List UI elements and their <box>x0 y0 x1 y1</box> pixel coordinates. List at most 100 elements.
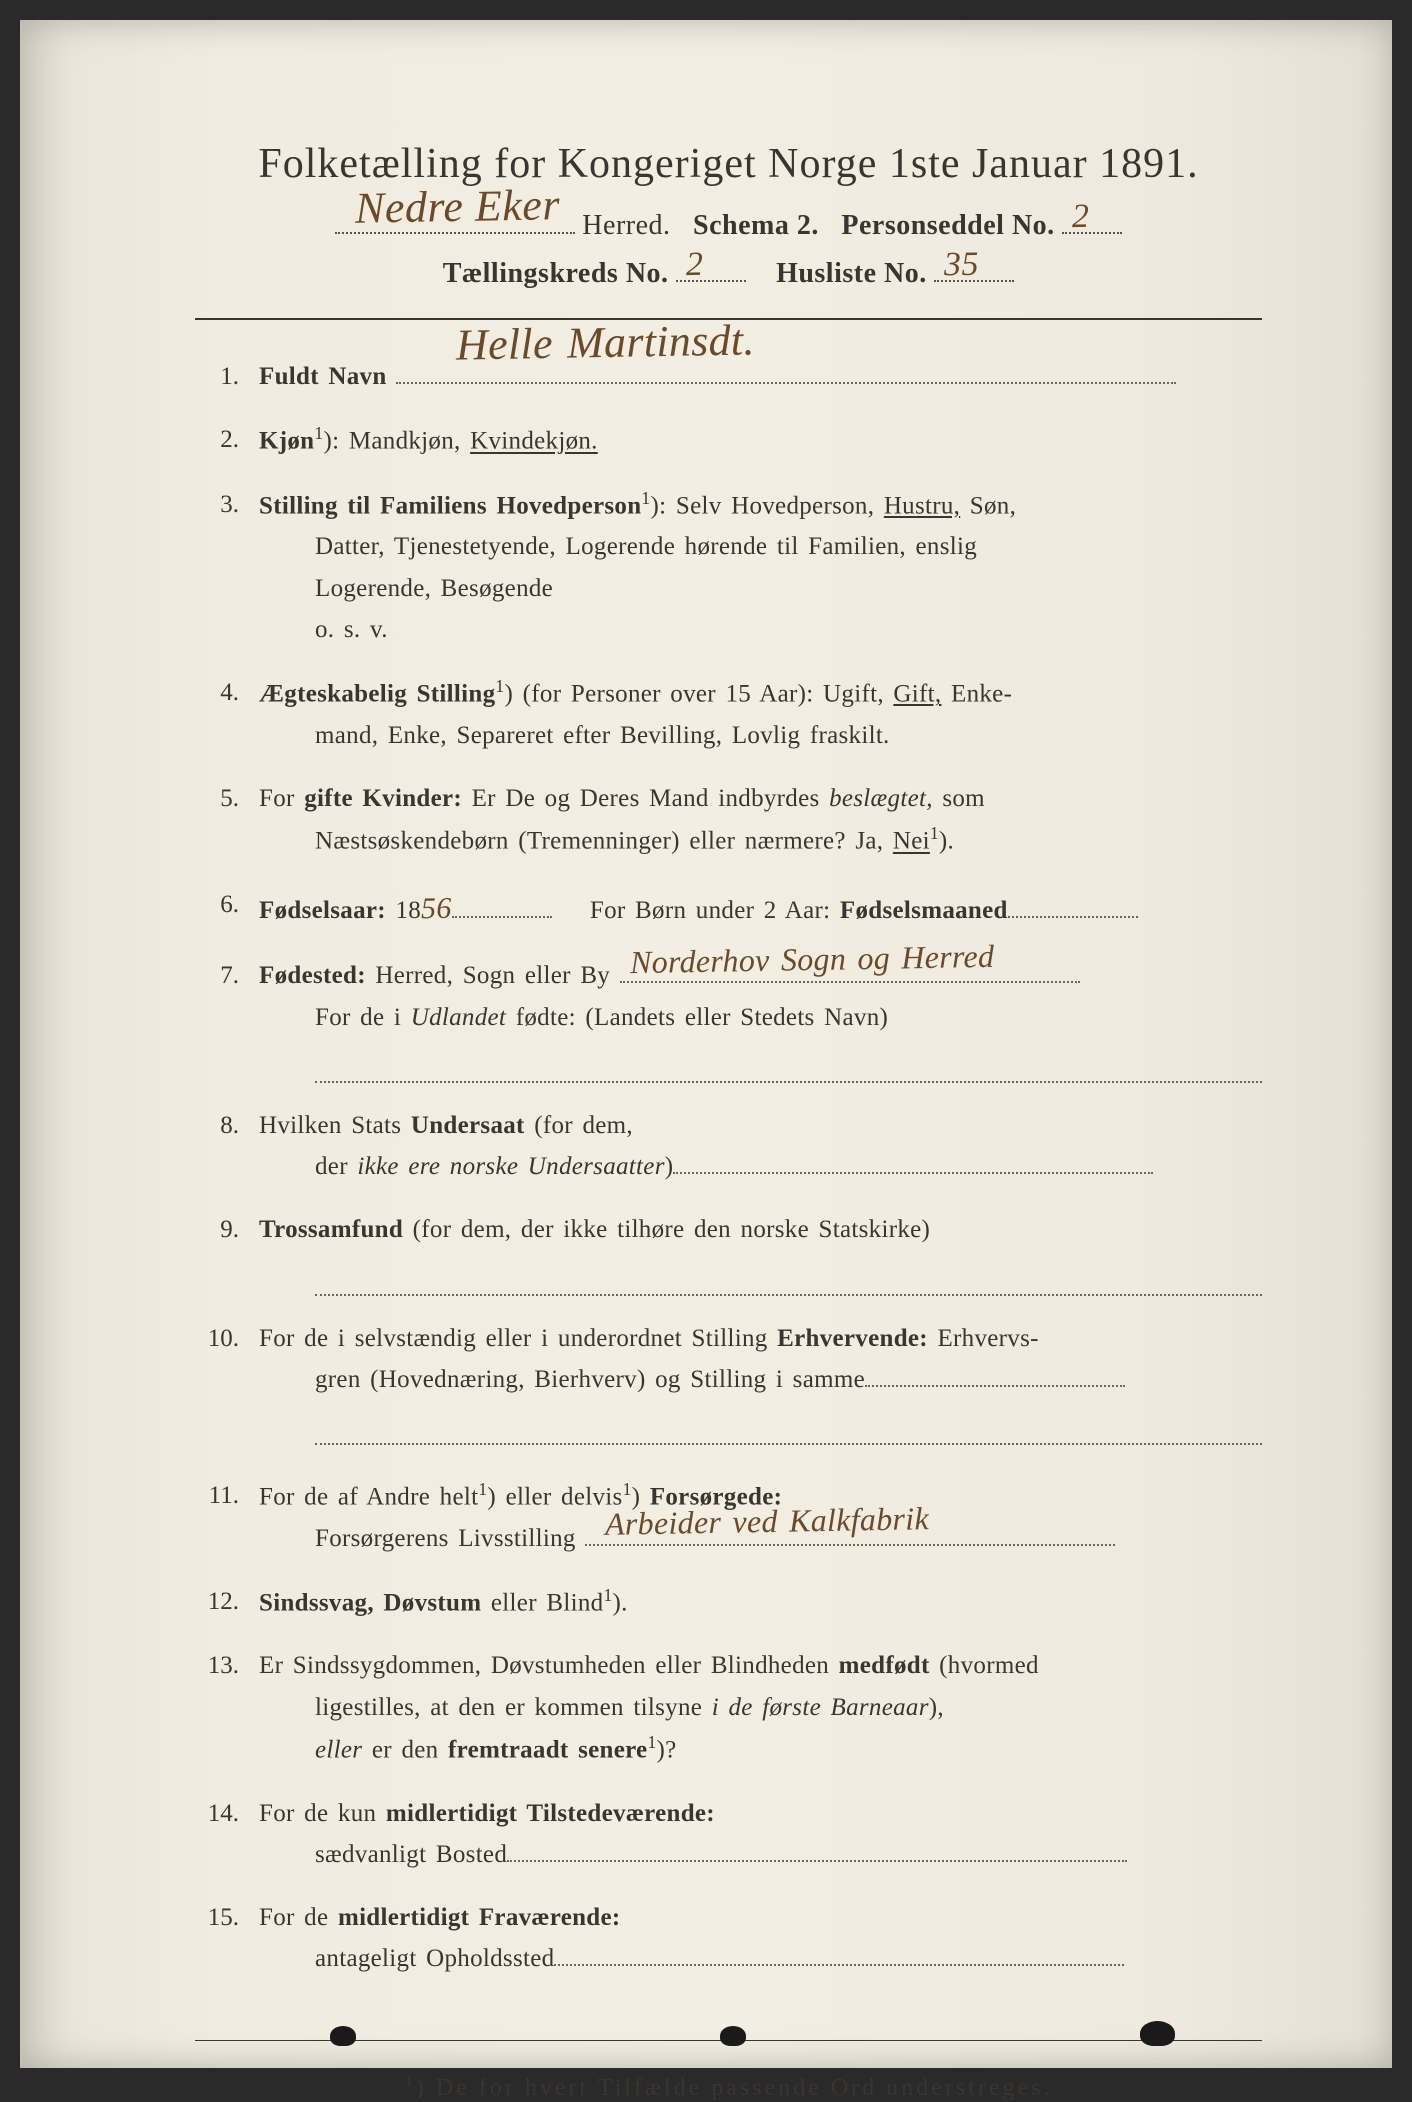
schema-label: Schema 2. <box>693 210 819 241</box>
line2: mand, Enke, Separeret efter Bevilling, L… <box>259 715 1262 756</box>
label: Fuldt Navn <box>259 363 387 390</box>
row-11: 11. For de af Andre helt1) eller delvis1… <box>203 1475 1262 1559</box>
label: Ægteskabelig Stilling <box>259 680 495 707</box>
line2: antageligt Opholdssted <box>259 1938 1262 1979</box>
subject-field <box>673 1149 1153 1174</box>
person-no-field: 2 <box>1062 206 1122 234</box>
kreds-label: Tællingskreds No. <box>443 258 669 289</box>
row-num: 4. <box>203 672 259 713</box>
row-num: 10. <box>203 1318 259 1359</box>
herred-field: Nedre Eker <box>335 206 575 234</box>
row-5: 5. For gifte Kvinder: Er De og Deres Man… <box>203 778 1262 862</box>
label: Stilling til Familiens Hovedperson <box>259 492 641 519</box>
label: Kjøn <box>259 428 314 455</box>
row-12: 12. Sindssvag, Døvstum eller Blind1). <box>203 1581 1262 1624</box>
row-13: 13. Er Sindssygdommen, Døvstumheden elle… <box>203 1645 1262 1770</box>
residence-field <box>507 1837 1127 1862</box>
bold-a: Erhvervende: <box>777 1325 928 1352</box>
husliste-no-field: 35 <box>934 254 1014 282</box>
occupation-field-1 <box>865 1362 1125 1387</box>
bold-a: gifte Kvinder: <box>304 785 462 812</box>
line2: ligestilles, at den er kommen tilsyne i … <box>259 1687 1262 1728</box>
row-14: 14. For de kun midlertidigt Tilstedevære… <box>203 1793 1262 1876</box>
name-value: Helle Martinsdt. <box>456 305 756 383</box>
line2: gren (Hovednæring, Bierhverv) og Stillin… <box>259 1359 1262 1400</box>
census-form-page: Folketælling for Kongeriget Norge 1ste J… <box>20 20 1392 2068</box>
line2-a: For de i <box>315 1004 411 1031</box>
text-b: (hvormed <box>930 1652 1039 1679</box>
name-field: Helle Martinsdt. <box>396 359 1176 384</box>
binding-hole <box>330 2026 356 2046</box>
footnote-sup: 1 <box>405 2071 416 2090</box>
row-num: 5. <box>203 778 259 819</box>
text-c: som <box>933 785 985 812</box>
row-num: 14. <box>203 1793 259 1834</box>
row-content: Kjøn1): Mandkjøn, Kvindekjøn. <box>259 419 1262 462</box>
row-content: Fødselsaar: 1856 For Børn under 2 Aar: F… <box>259 884 1262 934</box>
footnote-text: ) De for hvert Tilfælde passende Ord und… <box>416 2075 1053 2101</box>
bold-a: Sindssvag, Døvstum <box>259 1589 481 1616</box>
line2: Datter, Tjenestetyende, Logerende hørend… <box>259 526 1262 567</box>
row-num: 13. <box>203 1645 259 1686</box>
line2-text: Forsørgerens Livsstilling <box>315 1525 576 1552</box>
row-content: Fødested: Herred, Sogn eller By Norderho… <box>259 955 1262 1083</box>
text-b: ) eller delvis <box>487 1483 622 1510</box>
text-a: eller Blind <box>481 1589 603 1616</box>
row-content: For de kun midlertidigt Tilstedeværende:… <box>259 1793 1262 1876</box>
line2-b: ). <box>939 828 954 855</box>
text-a: For de i selvstændig eller i underordnet… <box>259 1325 777 1352</box>
row-num: 15. <box>203 1897 259 1938</box>
line2-text: antageligt Opholdssted <box>315 1945 554 1972</box>
row-num: 6. <box>203 884 259 925</box>
row-content: Ægteskabelig Stilling1) (for Personer ov… <box>259 672 1262 756</box>
kreds-no-value: 2 <box>686 246 704 284</box>
row-content: Hvilken Stats Undersaat (for dem, der ik… <box>259 1105 1262 1188</box>
bold-a: midlertidigt Fraværende: <box>338 1904 621 1931</box>
row-num: 11. <box>203 1475 259 1516</box>
row-3: 3. Stilling til Familiens Hovedperson1):… <box>203 484 1262 650</box>
year-dots <box>452 893 552 918</box>
row-content: Er Sindssygdommen, Døvstumheden eller Bl… <box>259 1645 1262 1770</box>
person-label: Personseddel No. <box>841 210 1054 241</box>
ital-a: beslægtet, <box>829 785 933 812</box>
line2-a: Næstsøskendebørn (Tremenninger) eller næ… <box>315 828 893 855</box>
birthplace-field: Norderhov Sogn og Herred <box>620 958 1080 983</box>
line2: For de i Udlandet fødte: (Landets eller … <box>259 997 1262 1038</box>
husliste-no-value: 35 <box>944 246 980 285</box>
line2: Forsørgerens Livsstilling Arbeider ved K… <box>259 1518 1262 1559</box>
underlined: Gift, <box>893 680 941 707</box>
line2: der ikke ere norske Undersaatter) <box>259 1146 1262 1187</box>
line3-b: er den <box>362 1736 448 1763</box>
sup: 1 <box>930 823 939 843</box>
bold-a: midlertidigt Tilstedeværende: <box>386 1800 715 1827</box>
line2-a: ligestilles, at den er kommen tilsyne <box>315 1694 712 1721</box>
row-num: 3. <box>203 484 259 525</box>
line2-b: ) <box>665 1153 674 1180</box>
row-content: Trossamfund (for dem, der ikke tilhøre d… <box>259 1209 1262 1295</box>
text-b: ). <box>613 1589 628 1616</box>
sup2: 1 <box>623 1479 632 1499</box>
prefix: 18 <box>386 897 421 924</box>
foreign-field <box>315 1058 1262 1083</box>
line2-text: sædvanligt Bosted <box>315 1841 507 1868</box>
row-10: 10. For de i selvstændig eller i underor… <box>203 1318 1262 1446</box>
row-8: 8. Hvilken Stats Undersaat (for dem, der… <box>203 1105 1262 1188</box>
line2: Næstsøskendebørn (Tremenninger) eller næ… <box>259 819 1262 862</box>
text-a: (for dem, der ikke tilhøre den norske St… <box>403 1216 930 1243</box>
birthplace-value: Norderhov Sogn og Herred <box>629 929 994 988</box>
row-num: 9. <box>203 1209 259 1250</box>
text-a: For <box>259 785 304 812</box>
line3-a: eller <box>315 1736 362 1763</box>
row-1: 1. Fuldt Navn Helle Martinsdt. <box>203 356 1262 397</box>
bold-b: Fødselsmaaned <box>840 897 1008 924</box>
herred-label: Herred. <box>582 210 670 241</box>
ital-a: Udlandet <box>411 1004 506 1031</box>
row-6: 6. Fødselsaar: 1856 For Børn under 2 Aar… <box>203 884 1262 934</box>
line2-u: Nei <box>893 828 930 855</box>
row-2: 2. Kjøn1): Mandkjøn, Kvindekjøn. <box>203 419 1262 462</box>
line3-c: )? <box>657 1736 677 1763</box>
text: ): Mandkjøn, <box>323 428 470 455</box>
text-b: Søn, <box>960 492 1016 519</box>
herred-value: Nedre Eker <box>354 179 560 234</box>
line2-a: der <box>315 1153 357 1180</box>
